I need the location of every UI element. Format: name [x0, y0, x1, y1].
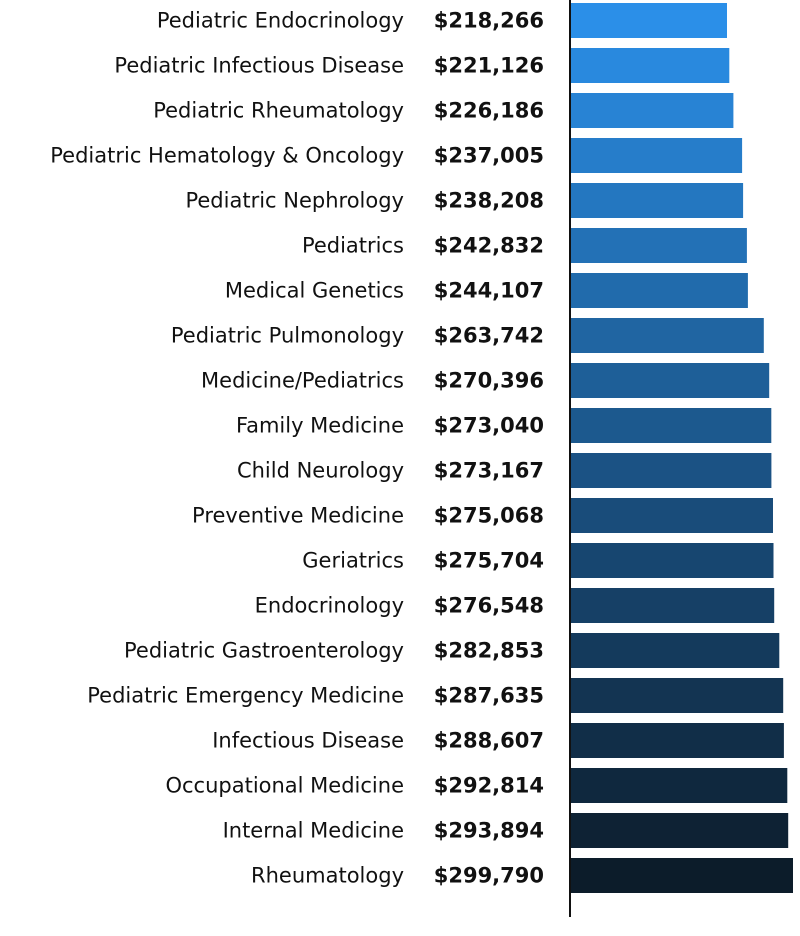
- category-label: Pediatric Gastroenterology: [124, 639, 404, 663]
- category-label: Pediatric Infectious Disease: [114, 54, 404, 78]
- bar: [571, 228, 747, 263]
- value-label: $293,894: [434, 819, 544, 843]
- category-label: Geriatrics: [302, 549, 404, 573]
- category-label: Pediatric Pulmonology: [171, 324, 404, 348]
- value-label: $273,167: [434, 459, 544, 483]
- bar: [571, 633, 780, 668]
- category-label: Rheumatology: [251, 864, 404, 888]
- value-label: $238,208: [434, 189, 544, 213]
- category-label: Family Medicine: [236, 414, 404, 438]
- value-label: $292,814: [434, 774, 544, 798]
- bar: [571, 813, 789, 848]
- value-label: $237,005: [434, 144, 544, 168]
- value-label: $275,704: [434, 549, 544, 573]
- value-label: $270,396: [434, 369, 544, 393]
- bar: [571, 498, 773, 533]
- category-label: Endocrinology: [255, 594, 404, 618]
- category-label: Pediatric Endocrinology: [157, 9, 404, 33]
- bar: [571, 3, 727, 38]
- bar: [571, 48, 730, 83]
- bar: [571, 543, 774, 578]
- value-label: $226,186: [434, 99, 544, 123]
- value-label: $276,548: [434, 594, 544, 618]
- value-label: $242,832: [434, 234, 544, 258]
- bar: [571, 453, 772, 488]
- bar: [571, 588, 775, 623]
- value-label: $244,107: [434, 279, 544, 303]
- bar: [571, 408, 772, 443]
- category-label: Occupational Medicine: [165, 774, 404, 798]
- value-label: $275,068: [434, 504, 544, 528]
- bar: [571, 183, 744, 218]
- category-label: Medical Genetics: [225, 279, 404, 303]
- category-label: Pediatrics: [302, 234, 404, 258]
- value-label: $263,742: [434, 324, 544, 348]
- bar: [571, 318, 764, 353]
- category-label: Pediatric Rheumatology: [153, 99, 404, 123]
- category-label: Pediatric Nephrology: [185, 189, 404, 213]
- category-label: Pediatric Emergency Medicine: [87, 684, 404, 708]
- bar: [571, 678, 784, 713]
- value-label: $282,853: [434, 639, 544, 663]
- bar: [571, 723, 784, 758]
- category-label: Infectious Disease: [212, 729, 404, 753]
- bar: [571, 138, 743, 173]
- value-label: $288,607: [434, 729, 544, 753]
- category-label: Medicine/Pediatrics: [201, 369, 404, 393]
- bar: [571, 273, 748, 308]
- category-label: Internal Medicine: [223, 819, 404, 843]
- bar: [571, 363, 770, 398]
- value-label: $287,635: [434, 684, 544, 708]
- value-label: $273,040: [434, 414, 544, 438]
- bar: [571, 768, 788, 803]
- value-label: $218,266: [434, 9, 544, 33]
- category-label: Pediatric Hematology & Oncology: [50, 144, 404, 168]
- value-label: $299,790: [434, 864, 544, 888]
- bar: [571, 858, 793, 893]
- category-label: Child Neurology: [237, 459, 404, 483]
- bar: [571, 93, 734, 128]
- category-label: Preventive Medicine: [192, 504, 404, 528]
- value-label: $221,126: [434, 54, 544, 78]
